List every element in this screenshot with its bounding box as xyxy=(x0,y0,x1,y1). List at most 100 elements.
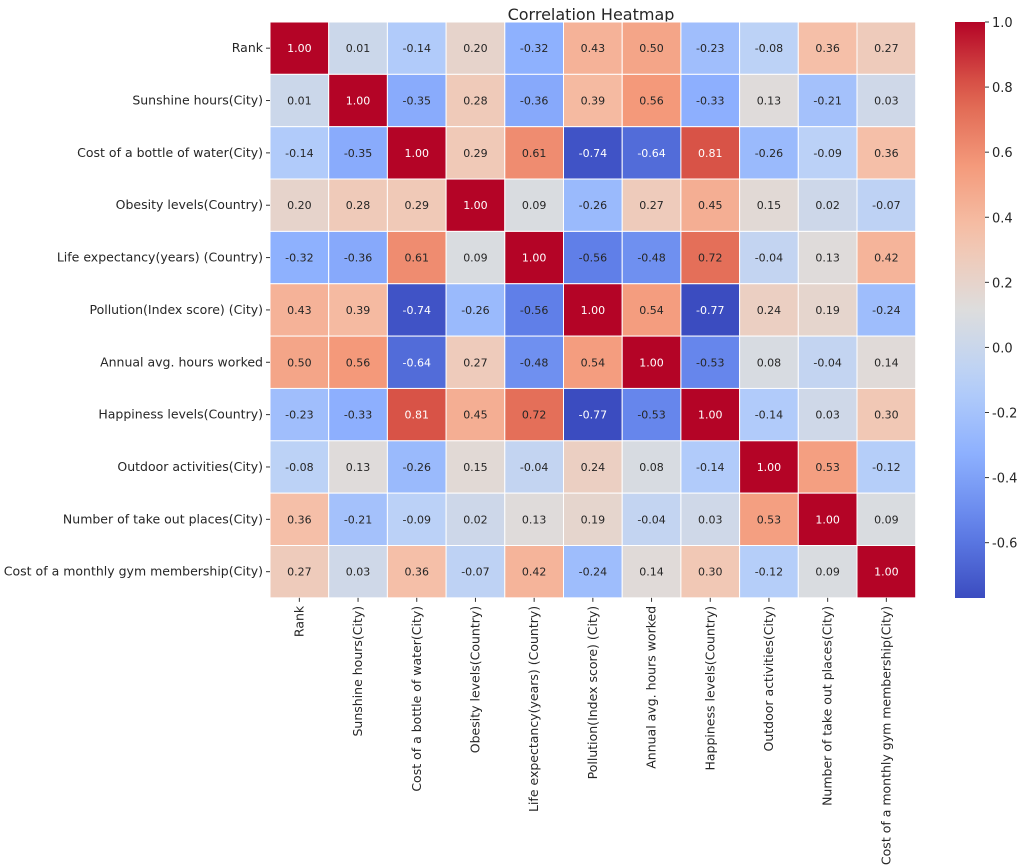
cell-value: 1.00 xyxy=(346,95,371,108)
colorbar-tick-label: -0.6 xyxy=(992,537,1017,552)
heatmap-cell xyxy=(269,440,330,494)
y-tick-label: Cost of a bottle of water(City) xyxy=(77,145,263,160)
cell-value: 0.13 xyxy=(522,513,547,526)
heatmap-cell xyxy=(269,126,330,180)
cell-value: 0.43 xyxy=(581,42,606,55)
y-tick-label: Life expectancy(years) (Country) xyxy=(57,250,263,265)
cell-value: 1.00 xyxy=(698,409,723,422)
cell-value: -0.12 xyxy=(872,461,900,474)
heatmap-cell xyxy=(504,492,564,546)
cell-value: 0.13 xyxy=(346,461,371,474)
heatmap-cell xyxy=(386,545,447,599)
x-axis-labels: Rank Sunshine hours(City) Cost of a bottle… xyxy=(291,597,893,865)
cell-value: 0.43 xyxy=(287,304,312,317)
cell-value: 0.20 xyxy=(463,42,488,55)
x-tick-label: Number of take out places(City) xyxy=(820,606,835,806)
heatmap-cell xyxy=(856,440,917,494)
cell-value: 1.00 xyxy=(287,42,312,55)
cell-value: -0.32 xyxy=(520,42,548,55)
heatmap-cell xyxy=(856,73,917,128)
cell-value: 0.09 xyxy=(815,566,840,579)
heatmap-cell xyxy=(797,178,858,232)
cell-value: 0.54 xyxy=(639,304,664,317)
cell-value: 0.01 xyxy=(287,95,312,108)
cell-value: 0.39 xyxy=(346,304,371,317)
heatmap-cell xyxy=(445,387,506,442)
cell-value: -0.74 xyxy=(579,147,607,160)
colorbar-tick-label: 0.8 xyxy=(992,81,1013,96)
heatmap-cell xyxy=(621,387,682,442)
cell-value: 0.24 xyxy=(581,461,606,474)
cell-value: 1.00 xyxy=(815,513,840,526)
cell-value: 0.53 xyxy=(815,461,840,474)
cell-value: 0.28 xyxy=(346,199,371,212)
heatmap-cell xyxy=(680,387,741,442)
cell-value: -0.14 xyxy=(403,42,431,55)
heatmap-cells: 1.00 0.01 -0.14 0.20 -0.32 0.43 0.50 -0.23 -0.08… xyxy=(269,21,917,599)
y-tick-label: Annual avg. hours worked xyxy=(100,354,263,369)
heatmap-cell xyxy=(269,283,330,337)
x-tick-label: Rank xyxy=(291,605,306,637)
y-tick-label: Pollution(Index score) (City) xyxy=(89,302,263,317)
heatmap-cell xyxy=(386,492,447,546)
cell-value: 1.00 xyxy=(757,461,782,474)
cell-value: -0.09 xyxy=(813,147,841,160)
heatmap-cell xyxy=(386,21,447,75)
heatmap-cell xyxy=(445,283,506,337)
cell-value: 0.03 xyxy=(698,513,723,526)
cell-value: -0.08 xyxy=(285,461,313,474)
heatmap-cell xyxy=(386,126,447,180)
heatmap-cell xyxy=(563,73,623,128)
cell-value: 0.08 xyxy=(639,461,664,474)
cell-value: 0.42 xyxy=(522,566,547,579)
y-tick-label: Happiness levels(Country) xyxy=(98,407,263,422)
cell-value: -0.32 xyxy=(285,252,313,265)
cell-value: -0.26 xyxy=(755,147,783,160)
cell-value: 0.29 xyxy=(405,199,430,212)
cell-value: 0.42 xyxy=(874,252,899,265)
cell-value: 0.15 xyxy=(757,199,782,212)
cell-value: -0.09 xyxy=(403,513,431,526)
cell-value: -0.64 xyxy=(403,356,431,369)
cell-value: -0.33 xyxy=(696,95,724,108)
heatmap-cell xyxy=(797,387,858,442)
heatmap-cell xyxy=(328,545,388,599)
heatmap-cell xyxy=(563,178,623,232)
cell-value: 0.09 xyxy=(463,252,488,265)
cell-value: 0.09 xyxy=(522,199,547,212)
cell-value: 0.02 xyxy=(815,199,840,212)
heatmap-cell xyxy=(621,73,682,128)
heatmap-cell xyxy=(797,440,858,494)
heatmap-cell xyxy=(269,492,330,546)
cell-value: 0.81 xyxy=(698,147,723,160)
colorbar-ticks: 1.0 0.8 0.6 0.4 0.2 0.0 -0.2 -0.4 -0.6 xyxy=(985,16,1017,552)
cell-value: 0.72 xyxy=(698,252,723,265)
cell-value: 0.20 xyxy=(287,199,312,212)
heatmap-cell xyxy=(563,492,623,546)
heatmap-cell xyxy=(386,178,447,232)
cell-value: 0.50 xyxy=(287,356,312,369)
heatmap-cell xyxy=(621,126,682,180)
heatmap-cell xyxy=(563,440,623,494)
cell-value: 0.27 xyxy=(463,356,488,369)
heatmap-cell xyxy=(680,545,741,599)
cell-value: 1.00 xyxy=(639,356,664,369)
heatmap-cell xyxy=(386,440,447,494)
heatmap-cell xyxy=(386,73,447,128)
y-tick-label: Cost of a monthly gym membership(City) xyxy=(4,564,263,579)
y-tick-label: Number of take out places(City) xyxy=(63,511,263,526)
heatmap-cell xyxy=(621,335,682,389)
heatmap-cell xyxy=(563,283,623,337)
x-tick-label: Cost of a bottle of water(City) xyxy=(409,606,424,792)
cell-value: 0.14 xyxy=(639,566,664,579)
cell-value: -0.23 xyxy=(285,409,313,422)
cell-value: 0.50 xyxy=(639,42,664,55)
cell-value: -0.26 xyxy=(403,461,431,474)
cell-value: 0.61 xyxy=(522,147,547,160)
cell-value: 0.24 xyxy=(757,304,782,317)
cell-value: 0.45 xyxy=(463,409,488,422)
heatmap-cell xyxy=(269,73,330,128)
cell-value: 0.15 xyxy=(463,461,488,474)
cell-value: -0.33 xyxy=(344,409,372,422)
